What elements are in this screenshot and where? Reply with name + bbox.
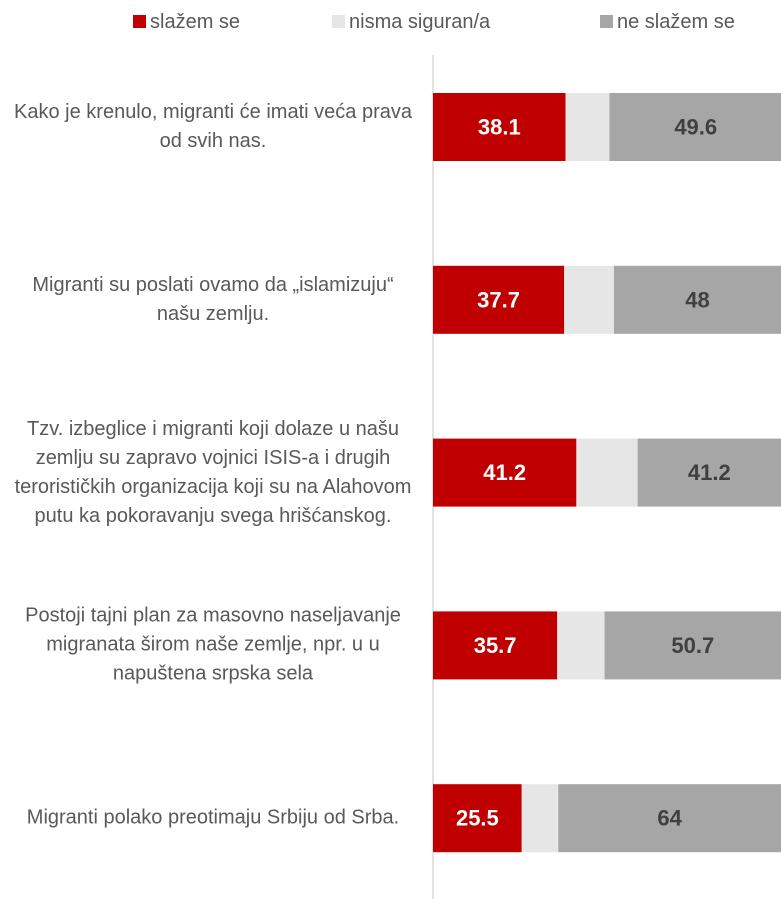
category-label: Migranti su poslati ovamo da „islamizuju… [32, 273, 394, 325]
bar-segment [558, 784, 781, 853]
category-label: Tzv. izbeglice i migranti koji dolaze u … [14, 417, 412, 527]
bar-segment [433, 265, 565, 334]
data-label: 48 [685, 287, 709, 312]
data-label: 50.7 [671, 633, 714, 658]
bar-segment [609, 93, 781, 161]
legend-swatch [133, 15, 146, 28]
bar-segment [433, 438, 577, 507]
data-label: 64 [657, 806, 682, 831]
bar-segment [557, 611, 605, 680]
category-label: Migranti polako preotimaju Srbiju od Srb… [26, 806, 400, 829]
bar-segment [613, 265, 781, 334]
data-label: 38.1 [478, 115, 521, 140]
bar-segment [521, 784, 559, 853]
category-label: Kako je krenulo, migranti će imati veća … [14, 101, 412, 152]
category-label: Postoji tajni plan za masovno naseljavan… [25, 604, 401, 685]
data-label: 41.2 [483, 460, 526, 485]
bar-segment [604, 611, 781, 680]
bar-segment [565, 93, 610, 161]
legend-label: ne slažem se [617, 11, 735, 33]
bar-segment [433, 93, 566, 161]
legend-swatch [600, 15, 613, 28]
bar-segment [576, 438, 638, 507]
data-label: 25.5 [456, 806, 499, 831]
data-label: 37.7 [477, 287, 520, 312]
legend-label: slažem se [150, 11, 240, 33]
data-label: 41.2 [688, 460, 731, 485]
legend-label: nisma siguran/a [349, 11, 491, 33]
bar-segment [433, 611, 558, 680]
bar-segment [637, 438, 781, 507]
bar-segment [564, 265, 614, 334]
bar-segment [433, 784, 522, 853]
legend-swatch [332, 15, 345, 28]
data-label: 35.7 [474, 633, 517, 658]
data-label: 49.6 [674, 115, 717, 140]
